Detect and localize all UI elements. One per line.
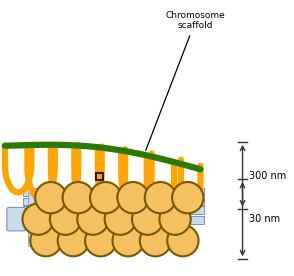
Circle shape	[145, 182, 176, 213]
Circle shape	[50, 203, 81, 235]
FancyBboxPatch shape	[7, 208, 25, 231]
Text: 30 nm: 30 nm	[249, 214, 280, 224]
Bar	[56, 193, 62, 246]
Circle shape	[140, 225, 171, 256]
Circle shape	[23, 203, 54, 235]
Circle shape	[117, 182, 149, 213]
Text: Chromosome
scaffold: Chromosome scaffold	[146, 11, 225, 150]
Circle shape	[113, 225, 144, 256]
Circle shape	[105, 203, 136, 235]
Circle shape	[58, 225, 89, 256]
Bar	[24, 206, 204, 214]
Bar	[138, 193, 144, 246]
Circle shape	[35, 182, 66, 213]
Circle shape	[77, 203, 108, 235]
Circle shape	[167, 225, 198, 256]
Bar	[96, 173, 103, 180]
Bar	[111, 193, 116, 246]
Bar	[28, 193, 34, 246]
Circle shape	[63, 182, 94, 213]
Text: 300 nm: 300 nm	[249, 171, 287, 181]
Circle shape	[90, 182, 121, 213]
Bar	[24, 198, 204, 205]
Bar	[24, 216, 204, 224]
Circle shape	[132, 203, 163, 235]
Circle shape	[172, 182, 203, 213]
Circle shape	[159, 203, 191, 235]
Bar	[83, 193, 89, 246]
Circle shape	[30, 225, 62, 256]
Circle shape	[85, 225, 116, 256]
Bar	[165, 193, 171, 246]
Bar	[24, 188, 204, 196]
